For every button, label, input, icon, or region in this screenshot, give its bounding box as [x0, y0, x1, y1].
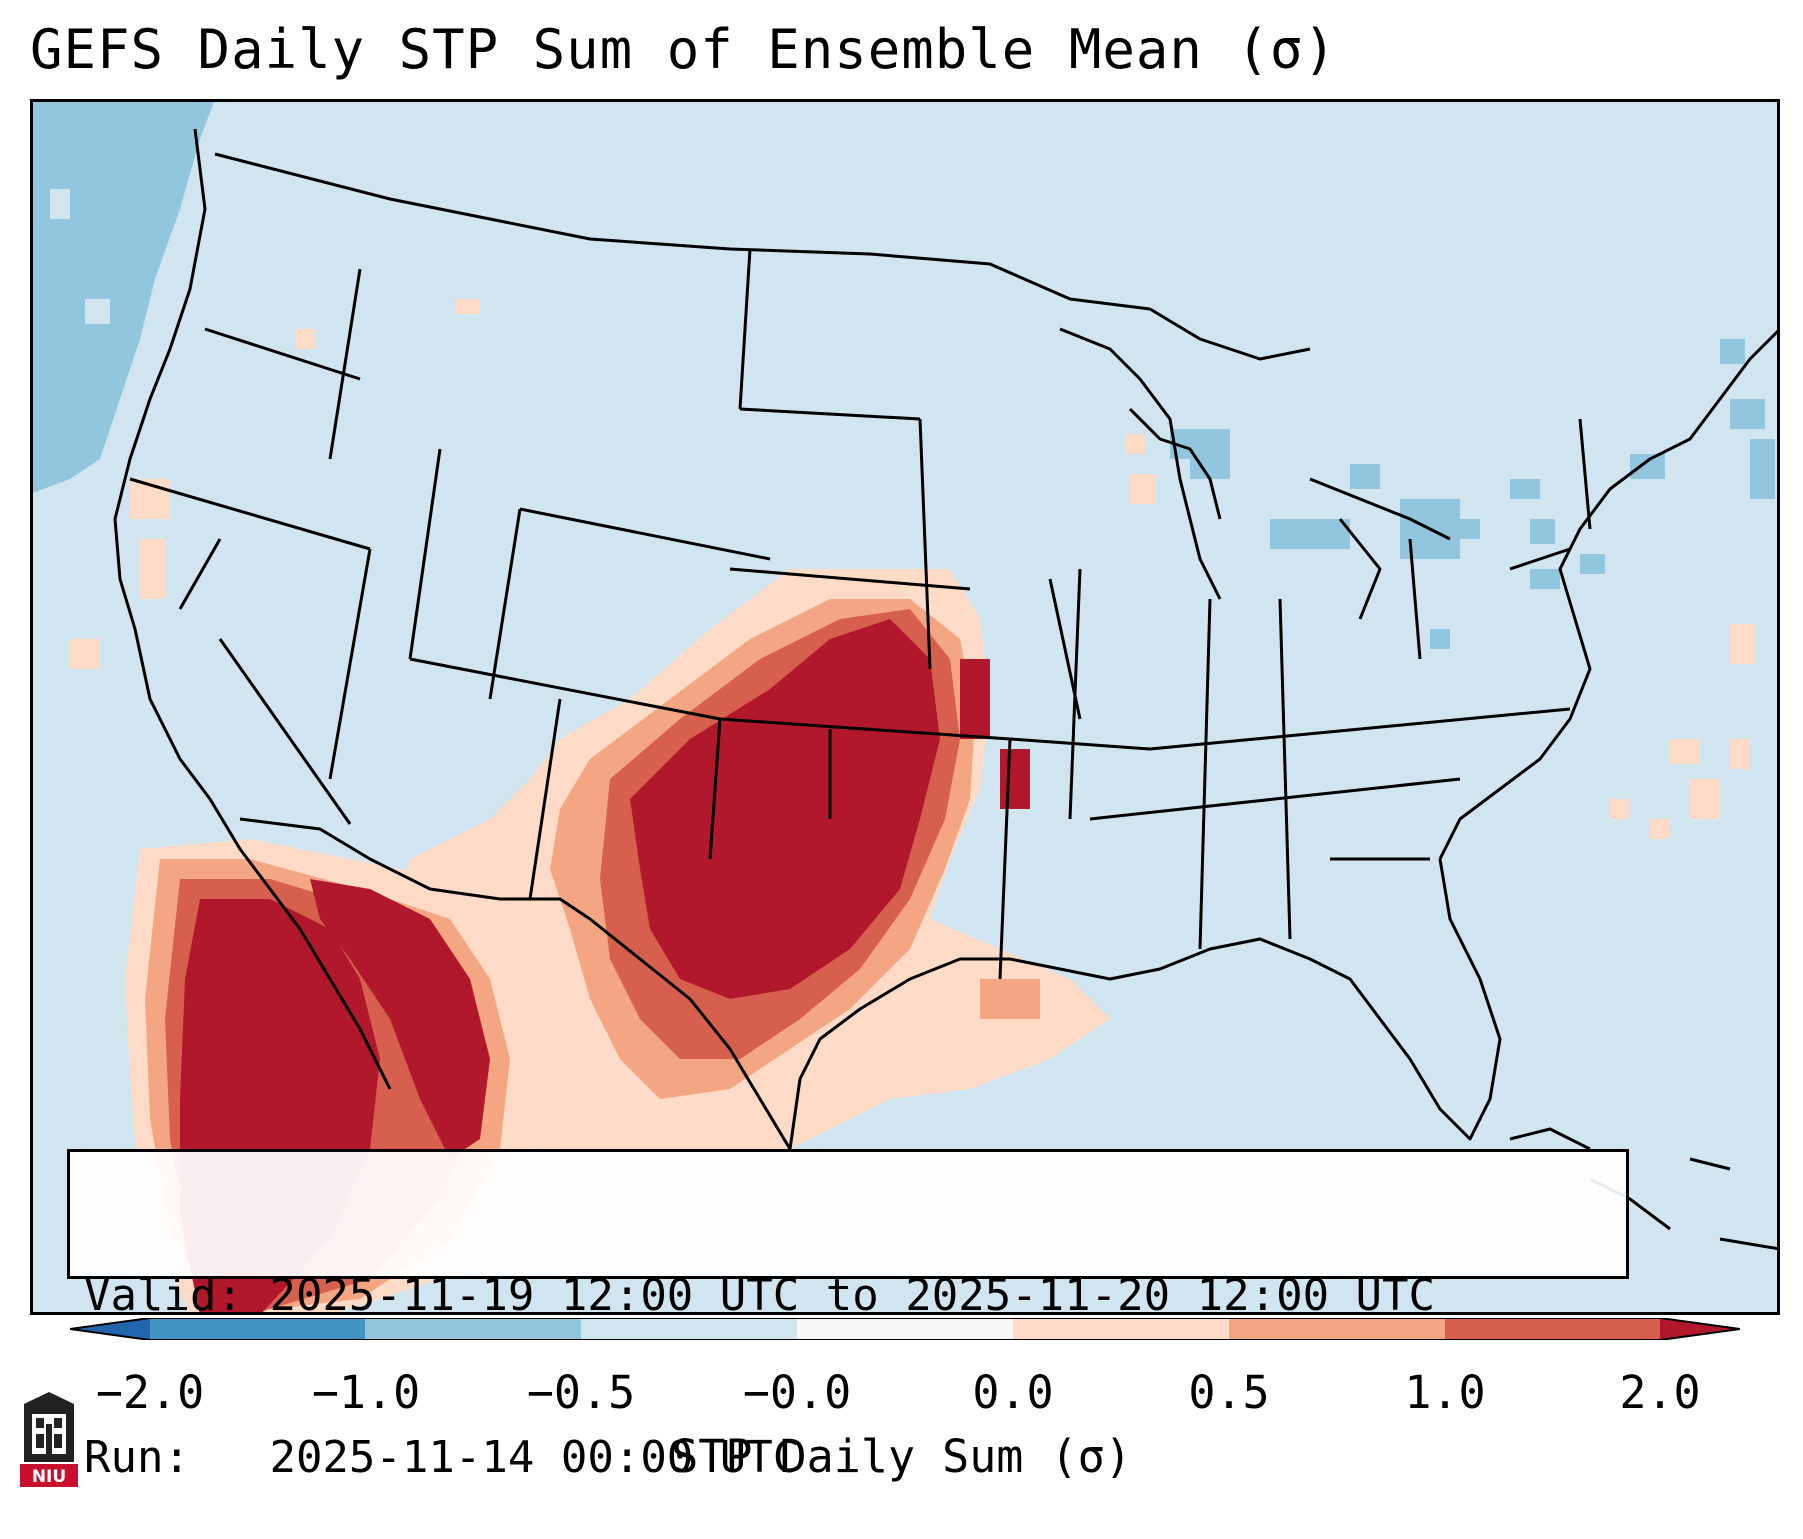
coastlines-and-borders: [113, 128, 1780, 1150]
colorbar-segment: [150, 1318, 365, 1340]
colorbar-segment: [1445, 1318, 1660, 1340]
run-text: 2025-11-14 00:00 UTC: [269, 1432, 800, 1483]
colorbar-tick-label: 0.5: [1188, 1366, 1270, 1419]
pacific-negative-region: [30, 99, 215, 494]
map-panel: [30, 99, 1780, 1315]
light-positive-specks: [70, 299, 1755, 839]
validity-info-box: Valid: 2025-11-19 12:00 UTC to 2025-11-2…: [67, 1149, 1629, 1483]
run-label: Run:: [84, 1432, 190, 1483]
colorbar-segment: [1229, 1318, 1445, 1340]
chart-title: GEFS Daily STP Sum of Ensemble Mean (σ): [30, 18, 1337, 81]
valid-text: 2025-11-19 12:00 UTC to 2025-11-20 12:00…: [269, 1270, 1436, 1321]
colorbar-tick-label: −1.0: [311, 1366, 421, 1419]
northeast-negative-region: [1170, 339, 1775, 649]
colorbar-extend-high: [1660, 1318, 1740, 1340]
colorbar-segment: [581, 1318, 797, 1340]
colorbar-tick-label: 2.0: [1619, 1366, 1701, 1419]
colorbar-label: STP Daily Sum (σ): [671, 1430, 1132, 1483]
colorbar-tick-label: 1.0: [1404, 1366, 1486, 1419]
colorbar-tick-label: −2.0: [95, 1366, 205, 1419]
colorbar-tick-label: −0.5: [526, 1366, 636, 1419]
university-seal-icon: NIU: [20, 1392, 78, 1487]
map-frame: [30, 99, 1780, 1315]
colorbar-tick-label: −0.0: [742, 1366, 852, 1419]
valid-label: Valid:: [84, 1270, 243, 1321]
colorbar-segment: [365, 1318, 581, 1340]
colorbar-segment: [797, 1318, 1013, 1340]
colorbar: [69, 1317, 1741, 1341]
colorbar-tick-label: 0.0: [972, 1366, 1054, 1419]
logo-text: NIU: [32, 1467, 66, 1487]
colorbar-extend-low: [70, 1318, 150, 1340]
colorbar-segment: [1013, 1318, 1229, 1340]
run-row: Run: 2025-11-14 00:00 UTC: [84, 1431, 1612, 1485]
valid-row: Valid: 2025-11-19 12:00 UTC to 2025-11-2…: [84, 1269, 1612, 1323]
